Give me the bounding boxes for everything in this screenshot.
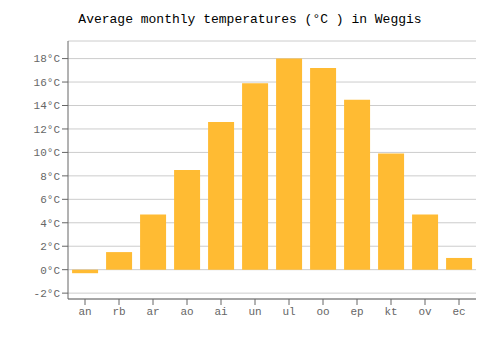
svg-text:4°C: 4°C [40,218,60,230]
svg-text:8°C: 8°C [40,171,60,183]
svg-text:14°C: 14°C [34,100,61,112]
svg-text:-2°C: -2°C [34,288,61,300]
svg-text:rb: rb [112,306,125,318]
svg-text:ep: ep [350,306,363,318]
svg-text:16°C: 16°C [34,77,61,89]
svg-text:2°C: 2°C [40,241,60,253]
svg-text:0°C: 0°C [40,265,60,277]
svg-text:18°C: 18°C [34,53,61,65]
html-text:Average monthly temperatures (: Average monthly temperatures (°C ) in We… [78,12,422,27]
svg-text:ul: ul [282,306,295,318]
svg-text:10°C: 10°C [34,147,61,159]
svg-text:un: un [248,306,261,318]
svg-text:ao: ao [180,306,193,318]
svg-text:12°C: 12°C [34,124,61,136]
svg-text:ov: ov [418,306,432,318]
svg-text:an: an [78,306,91,318]
svg-text:kt: kt [384,306,397,318]
svg-text:ec: ec [452,306,465,318]
svg-text:6°C: 6°C [40,194,60,206]
svg-text:oo: oo [316,306,329,318]
svg-text:ar: ar [146,306,159,318]
svg-text:ai: ai [214,306,228,318]
